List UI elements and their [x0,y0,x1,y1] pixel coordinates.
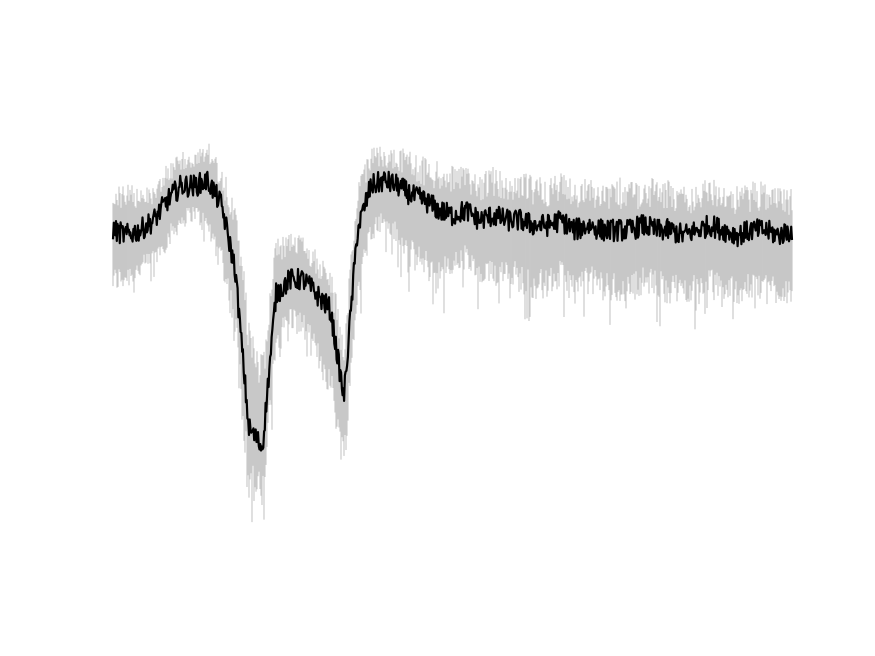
mean-trace-group [111,170,794,452]
individual-traces-band [112,143,793,523]
mean-trace-line [111,170,794,452]
